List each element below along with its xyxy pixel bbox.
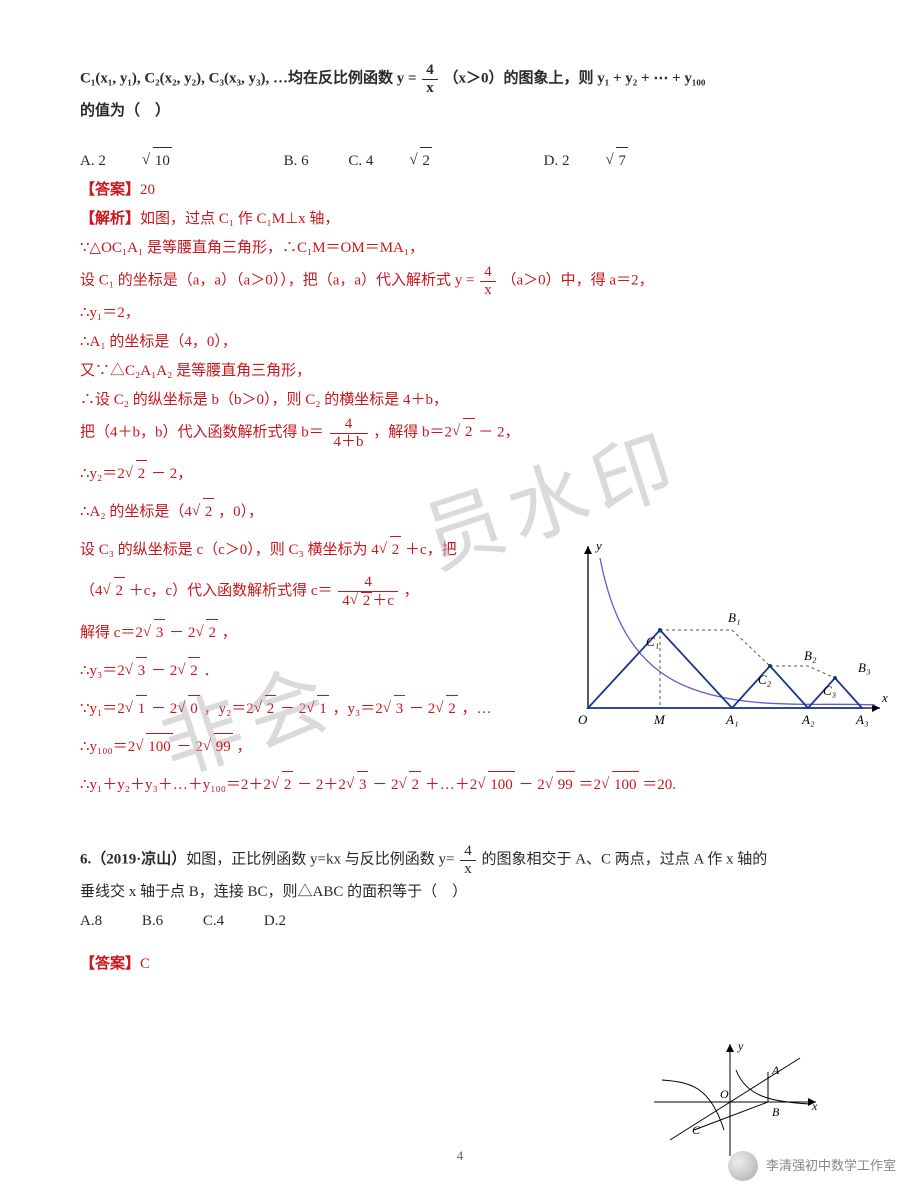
q5-premise-line2: 的值为（ ）	[80, 98, 840, 125]
q5-s8: 把（4＋b，b）代入函数解析式得 b＝ 44＋b ，解得 b＝22 － 2，	[80, 416, 840, 450]
svg-text:C₁: C₁	[646, 634, 659, 649]
q6-stem-line1: 6.（2019·凉山）如图，正比例函数 y=kx 与反比例函数 y= 4x 的图…	[80, 843, 840, 877]
q6-optD: D.2	[264, 908, 286, 935]
svg-text:B₂: B₂	[804, 648, 817, 663]
svg-text:B: B	[772, 1105, 780, 1119]
svg-text:C₂: C₂	[758, 672, 772, 687]
q5-s1: 【解析】如图，过点 C₁ 作 C₁M⊥x 轴，	[80, 206, 840, 233]
q5-premise-frac: 4x	[422, 62, 438, 96]
q6-graph: A B C Oy x	[650, 1040, 820, 1160]
q5-s3: 设 C₁ 的坐标是（a，a）（a＞0）），把（a，a）代入解析式 y = 4x …	[80, 264, 840, 298]
svg-text:y: y	[594, 540, 602, 553]
svg-text:C: C	[692, 1123, 701, 1137]
q5-optD: D. 27	[544, 147, 700, 175]
q5-options: A. 210 B. 6 C. 42 D. 27	[80, 147, 840, 175]
q6-options: A.8 B.6 C.4 D.2	[80, 908, 840, 935]
q5-optA: A. 210	[80, 147, 244, 175]
q5-premise-line1: C₁(x₁, y₁), C₂(x₂, y₂), C₃(x₃, y₃), …均在反…	[80, 62, 840, 96]
q6-answer: 【答案】C	[80, 951, 840, 978]
svg-text:O: O	[720, 1087, 729, 1101]
q5-optC: C. 42	[348, 147, 504, 175]
svg-text:M: M	[653, 712, 666, 727]
q5-s6: 又∵△C₂A₁A₂ 是等腰直角三角形，	[80, 358, 840, 385]
q5-s2: ∵△OC₁A₁ 是等腰直角三角形，∴C₁M＝OM＝MA₁，	[80, 235, 840, 262]
svg-text:y: y	[737, 1040, 744, 1053]
q5-s7: ∴设 C₂ 的纵坐标是 b（b＞0），则 C₂ 的横坐标是 4＋b，	[80, 387, 840, 414]
svg-text:A₃: A₃	[855, 712, 868, 727]
q5-graph: C₁ C₂ C₃ B₁ B₂ B₃ O M A₁ A₂ A₃ y x	[560, 540, 890, 740]
q6-optB: B.6	[142, 908, 163, 935]
q5-s17: ∴y₁＋y₂＋y₃＋…＋y₁₀₀＝2＋22 － 2＋23 － 22 ＋…＋210…	[80, 771, 840, 799]
footer-text: 李清强初中数学工作室	[766, 1154, 896, 1177]
q5-s5: ∴A₁ 的坐标是（4，0），	[80, 329, 840, 356]
q6-stem-line2: 垂线交 x 轴于点 B，连接 BC，则△ABC 的面积等于（ ）	[80, 879, 840, 906]
svg-text:A₂: A₂	[801, 712, 815, 727]
q5-answer: 【答案】20	[80, 177, 840, 204]
q6-optA: A.8	[80, 908, 102, 935]
footer-avatar-icon	[728, 1151, 758, 1181]
svg-text:x: x	[811, 1099, 818, 1113]
svg-text:B₃: B₃	[858, 660, 870, 675]
q5-optB: B. 6	[284, 148, 309, 175]
svg-text:O: O	[578, 712, 588, 727]
q6-optC: C.4	[203, 908, 224, 935]
q5-s10: ∴A₂ 的坐标是（42 ，0），	[80, 498, 840, 526]
q5-premise-b: （x＞0）的图象上，则 y₁ + y₂ + ⋯ + y₁₀₀	[444, 70, 706, 86]
q5-s9: ∴y₂＝22 － 2，	[80, 460, 840, 488]
q5-premise-a: C₁(x₁, y₁), C₂(x₂, y₂), C₃(x₃, y₃), …均在反…	[80, 70, 417, 86]
svg-text:x: x	[881, 690, 888, 705]
svg-text:A₁: A₁	[725, 712, 738, 727]
svg-text:B₁: B₁	[728, 610, 740, 625]
svg-text:C₃: C₃	[823, 683, 836, 698]
footer: 李清强初中数学工作室	[728, 1151, 896, 1181]
q5-s4: ∴y₁＝2，	[80, 300, 840, 327]
svg-text:A: A	[771, 1063, 780, 1077]
